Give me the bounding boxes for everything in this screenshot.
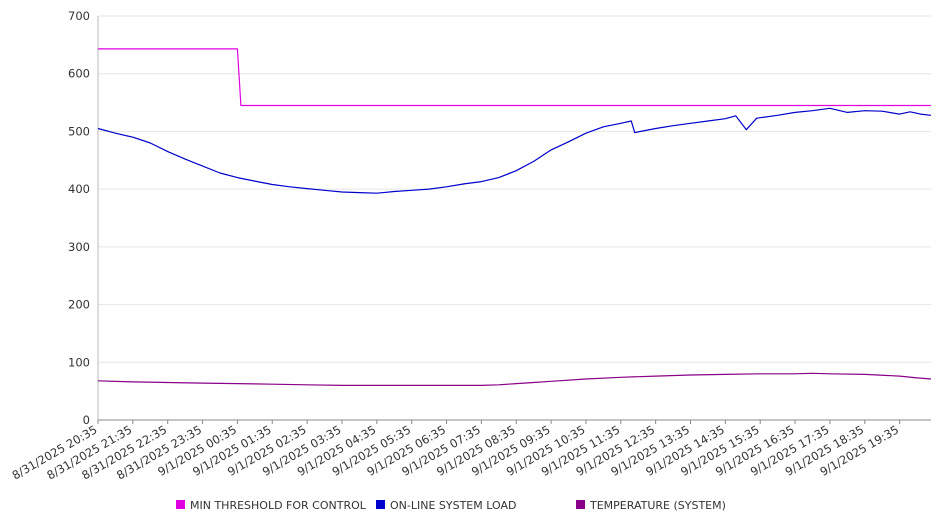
y-tick-label: 700 [68,9,90,23]
legend-label: TEMPERATURE (SYSTEM) [589,499,726,512]
y-axis-ticks: 0 100 200 300 400 500 600 700 [68,9,90,427]
series-line-0 [98,48,931,107]
series-lines [97,48,932,386]
legend-swatch [176,500,185,509]
y-tick-label: 500 [68,124,90,138]
series-line-1 [97,107,932,194]
legend: MIN THRESHOLD FOR CONTROL ON-LINE SYSTEM … [176,499,726,512]
y-tick-label: 600 [68,67,90,81]
y-tick-label: 0 [83,413,90,427]
x-axis-ticks: 8/31/2025 20:358/31/2025 21:358/31/2025 … [10,420,901,482]
y-tick-label: 100 [68,355,90,369]
y-tick-label: 200 [68,298,90,312]
legend-label: MIN THRESHOLD FOR CONTROL [190,499,367,512]
legend-label: ON-LINE SYSTEM LOAD [390,499,516,512]
axes [97,16,931,421]
series-line-2 [97,372,932,386]
legend-swatch [576,500,585,509]
y-tick-label: 300 [68,240,90,254]
legend-swatch [376,500,385,509]
gridlines [98,15,931,363]
y-tick-label: 400 [68,182,90,196]
